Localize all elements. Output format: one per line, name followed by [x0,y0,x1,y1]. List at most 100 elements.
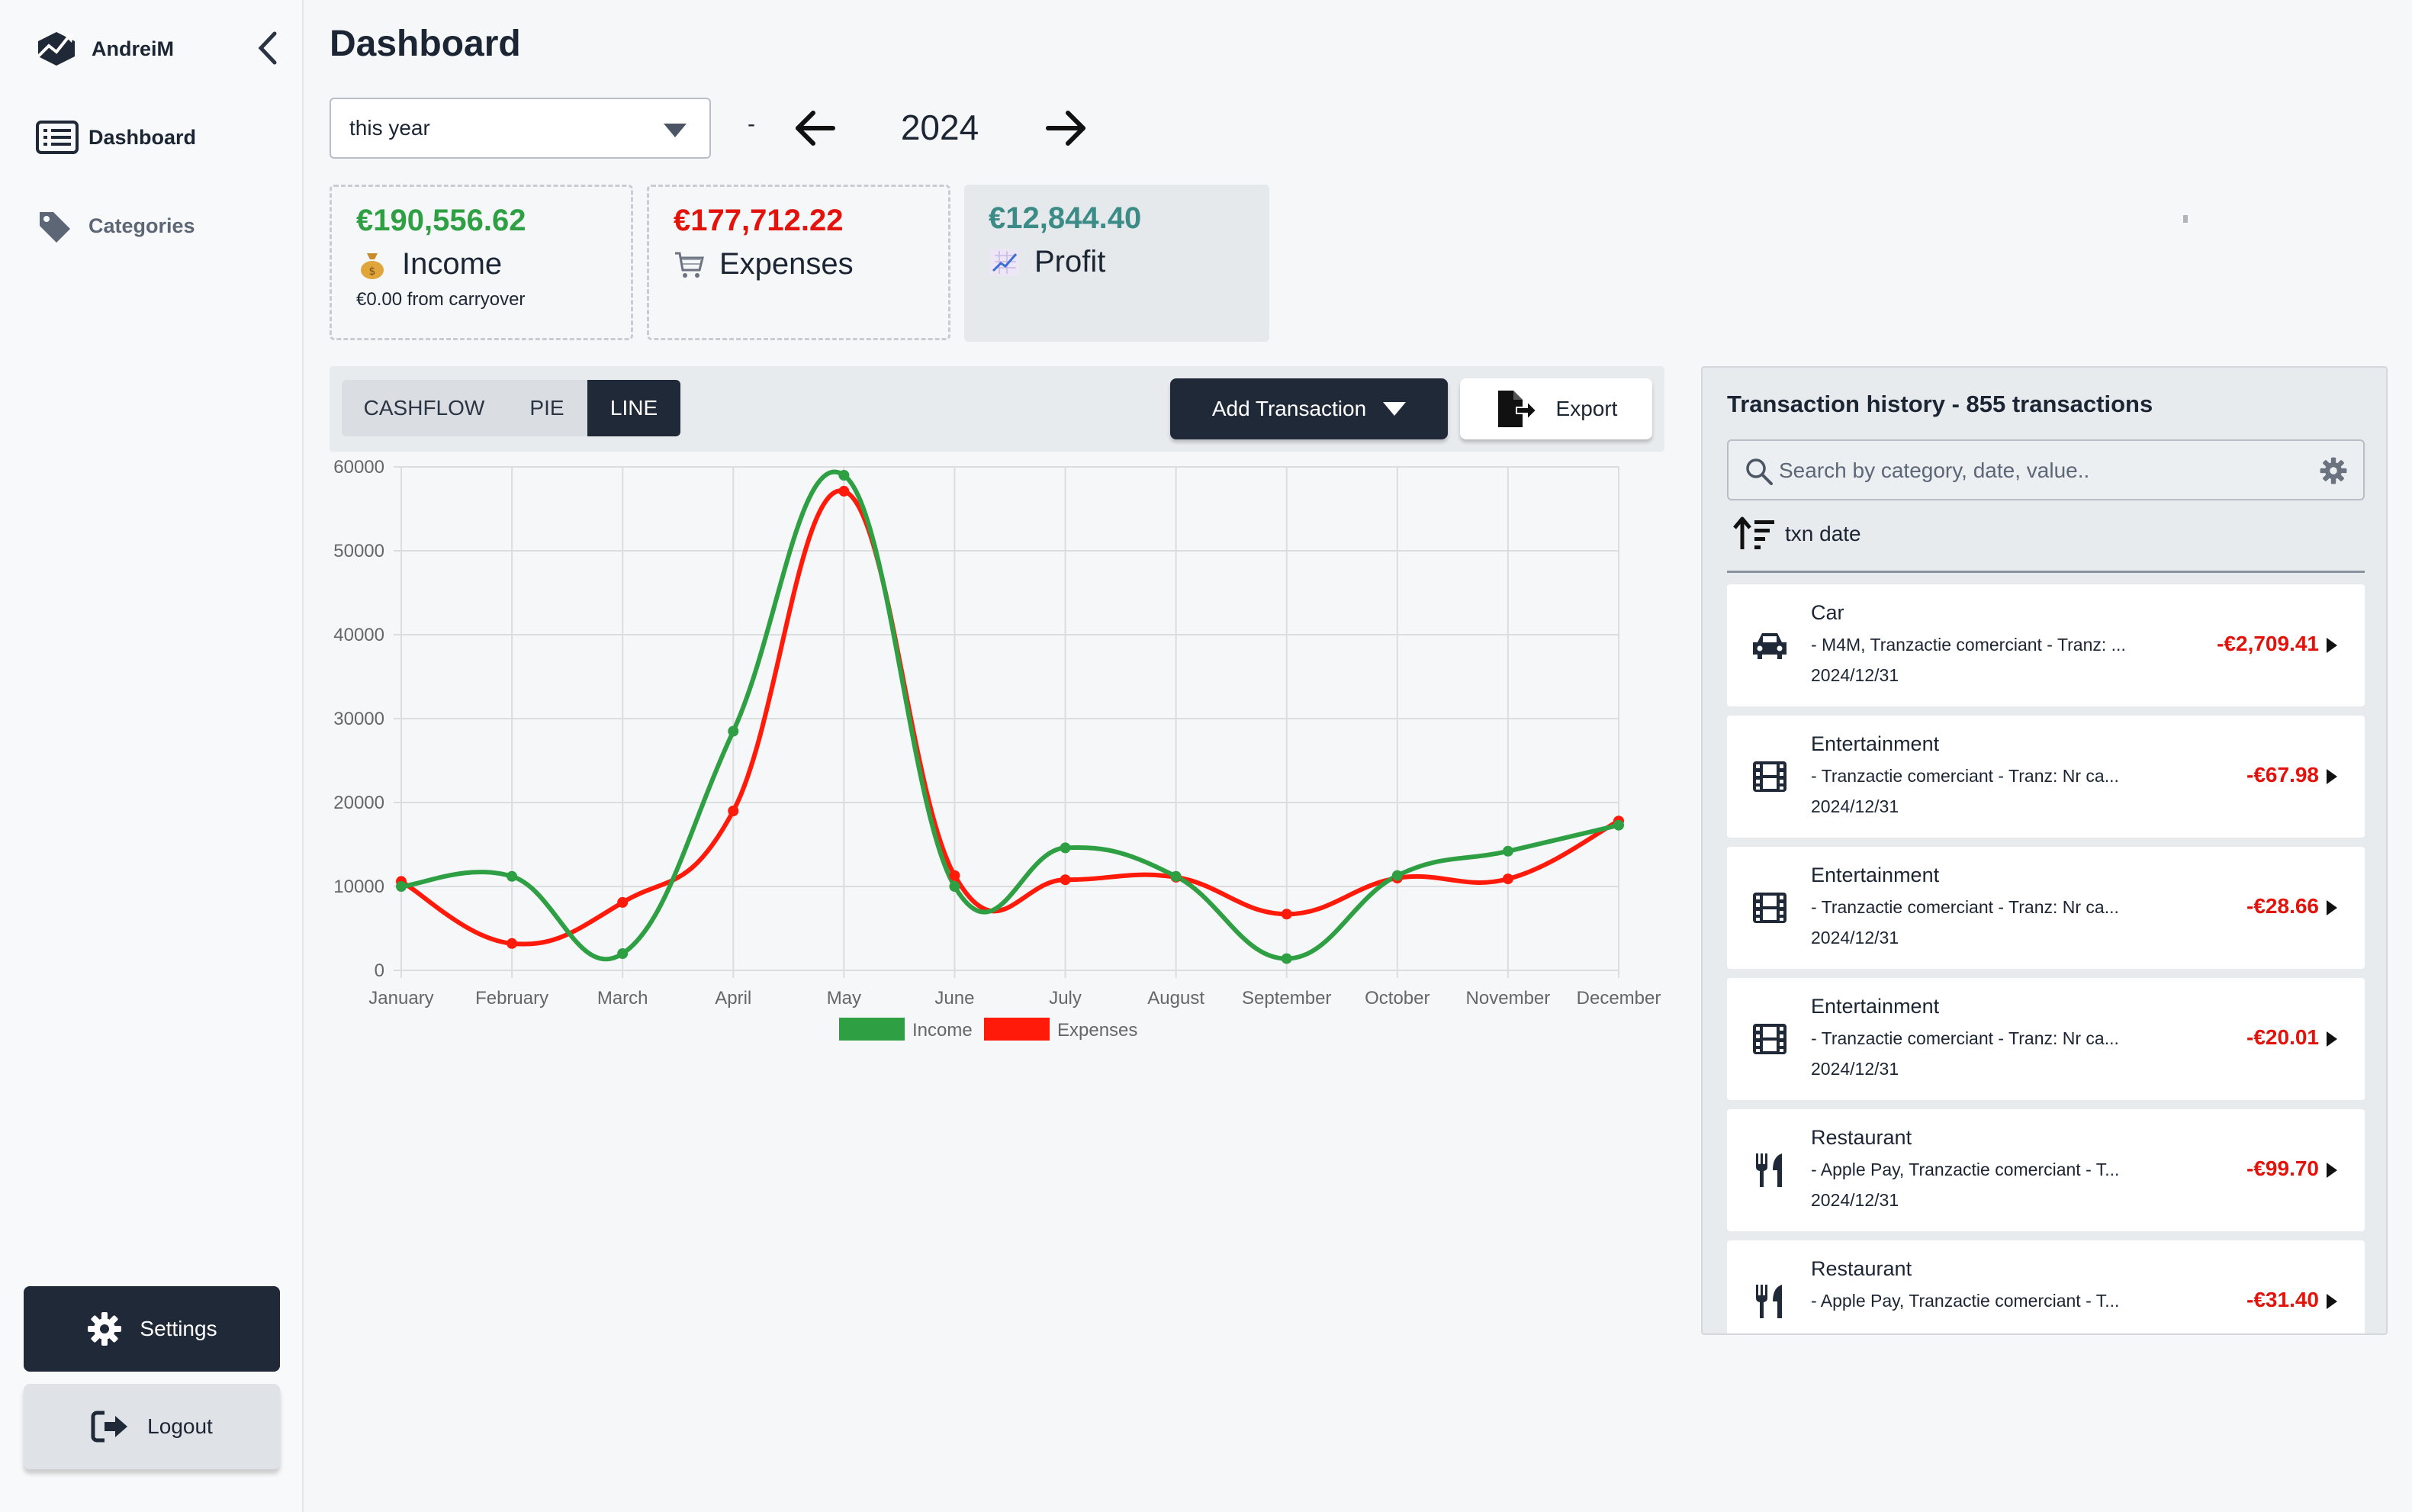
transaction-category: Entertainment [1811,864,1940,886]
data-point-expenses [1060,874,1071,886]
data-point-income [507,870,518,882]
username: AndreiM [92,37,174,60]
collapse-sidebar-icon[interactable] [252,29,282,67]
export-label: Export [1555,397,1618,420]
transaction-description: - Tranzactie comerciant - Tranz: Nr ca..… [1811,1028,2119,1048]
transaction-category: Restaurant [1811,1126,1912,1149]
sidebar-item-categories[interactable]: Categories [35,207,195,244]
y-tick-label: 10000 [333,877,384,897]
y-tick-label: 60000 [333,457,384,478]
transaction-date: 2024/12/31 [1811,1190,1899,1210]
logout-button[interactable]: Logout [24,1384,280,1469]
shopping-cart-icon [675,252,704,278]
tab-pie[interactable]: PIE [529,396,564,420]
export-button[interactable]: Export [1460,378,1652,439]
list-item[interactable]: Restaurant - Apple Pay, Tranzactie comerc… [1727,1109,2365,1231]
sidebar-item-label: Dashboard [88,125,197,149]
x-tick-label: January [368,988,433,1009]
scrollbar[interactable] [2183,215,2188,223]
data-point-income [728,725,739,737]
expenses-card: €177,712.22 Expenses [647,185,950,340]
caret-right-icon[interactable] [2327,1163,2337,1178]
list-item[interactable]: Entertainment - Tranzactie comerciant - T… [1727,978,2365,1100]
sort-label: txn date [1785,522,1861,545]
list-item[interactable]: Restaurant - Apple Pay, Tranzactie comerc… [1727,1240,2365,1333]
list-icon [36,121,79,154]
tag-icon [40,212,70,243]
legend-swatch-expenses [984,1018,1050,1041]
income-label: Income [402,247,503,281]
caret-right-icon[interactable] [2327,1031,2337,1047]
transaction-amount: -€67.98 [2246,763,2319,787]
caret-right-icon[interactable] [2327,769,2337,784]
transaction-category: Restaurant [1811,1257,1912,1280]
x-tick-label: May [827,988,861,1009]
sort-control[interactable]: txn date [1733,516,1861,552]
film-icon [1753,1024,1786,1054]
sort-ascending-icon [1733,516,1774,549]
caret-right-icon[interactable] [2327,1294,2337,1309]
y-tick-label: 50000 [333,541,384,561]
data-point-expenses [1502,873,1513,885]
x-tick-label: March [597,988,648,1009]
y-tick-label: 30000 [333,709,384,729]
profit-value: €12,844.40 [989,201,1142,235]
brand[interactable]: AndreiM [34,26,174,72]
gear-icon [88,1312,122,1346]
transaction-history-panel: Transaction history - 855 transactions [1701,366,2388,1335]
data-point-expenses [949,870,960,881]
transaction-description: - Apple Pay, Tranzactie comerciant - T..… [1811,1291,2120,1311]
arrow-left-icon[interactable] [793,107,836,150]
add-transaction-label: Add Transaction [1211,397,1367,420]
y-tick-label: 40000 [333,625,384,645]
legend-label: Income [912,1020,973,1041]
period-select[interactable]: this year [330,98,711,159]
income-value: €190,556.62 [356,204,526,237]
search-box [1727,439,2365,500]
transaction-amount: -€31.40 [2246,1288,2319,1311]
sidebar-item-dashboard[interactable]: Dashboard [35,119,196,156]
gear-icon[interactable] [2319,456,2348,485]
tab-line[interactable]: LINE [587,380,680,436]
data-point-expenses [838,485,850,497]
settings-button[interactable]: Settings [24,1286,280,1372]
data-point-expenses [1281,909,1292,920]
transaction-category: Entertainment [1811,995,1940,1018]
search-input[interactable] [1779,450,2305,491]
chevron-down-icon [664,124,687,137]
transaction-amount: -€28.66 [2246,894,2319,918]
carryover-text: €0.00 from carryover [356,289,526,310]
legend-label: Expenses [1057,1020,1137,1041]
file-export-icon [1497,391,1537,427]
data-point-expenses [728,806,739,816]
add-transaction-button[interactable]: Add Transaction [1170,378,1448,439]
profit-label: Profit [1034,245,1106,278]
transaction-description: - M4M, Tranzactie comerciant - Tranz: ..… [1811,635,2126,655]
caret-right-icon[interactable] [2327,900,2337,915]
list-item[interactable]: Entertainment - Tranzactie comerciant - T… [1727,847,2365,969]
film-icon [1753,761,1786,792]
film-icon [1753,893,1786,923]
expenses-value: €177,712.22 [674,204,844,237]
transaction-amount: -€20.01 [2246,1025,2319,1049]
x-tick-label: November [1466,988,1551,1009]
series-line-expenses [400,488,1620,947]
transaction-category: Entertainment [1811,732,1940,755]
utensils-icon [1756,1285,1782,1318]
search-icon [1746,458,1773,485]
arrow-right-icon[interactable] [1045,107,1088,150]
data-point-income [1502,845,1513,857]
caret-right-icon[interactable] [2327,638,2337,653]
list-item[interactable]: Car - M4M, Tranzactie comerciant - Tranz:… [1727,584,2365,706]
x-tick-label: July [1049,988,1082,1009]
list-item[interactable]: Entertainment - Tranzactie comerciant - T… [1727,716,2365,838]
tab-cashflow[interactable]: CASHFLOW [363,396,485,420]
utensils-icon [1756,1153,1782,1187]
chart-toolbar: CASHFLOW PIE LINE Add Transaction Export [330,366,1664,452]
transaction-description: - Tranzactie comerciant - Tranz: Nr ca..… [1811,897,2119,917]
svg-text:$: $ [369,265,376,278]
chart-type-tabs: CASHFLOW PIE LINE [342,380,680,436]
line-chart: 0 10000 20000 30000 40000 50000 60000 January Fe… [333,457,1661,1041]
divider [1727,571,2365,573]
x-tick-label: April [715,988,751,1009]
